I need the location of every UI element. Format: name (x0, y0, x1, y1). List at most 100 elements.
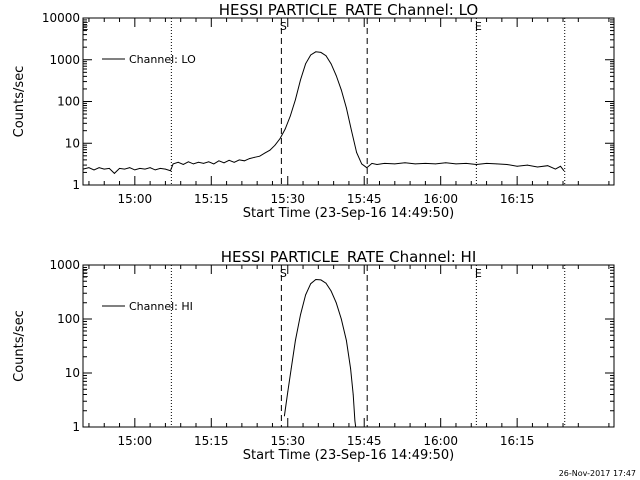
data-point (310, 283, 312, 285)
y-tick-label: 1 (72, 178, 80, 192)
data-point (295, 99, 296, 101)
data-point (295, 340, 296, 341)
data-point (300, 314, 301, 316)
x-tick-label: 15:30 (270, 434, 305, 448)
data-point (310, 54, 312, 56)
y-tick-label: 1000 (49, 53, 80, 67)
data-point (283, 415, 285, 417)
x-tick-label: 16:00 (423, 434, 458, 448)
data-point (159, 167, 161, 169)
data-point (139, 167, 141, 169)
data-point (187, 161, 189, 163)
data-point (134, 169, 136, 171)
x-tick-label: 15:15 (194, 434, 229, 448)
data-point (554, 168, 556, 170)
data-point (223, 162, 225, 164)
data-point (340, 318, 342, 320)
y-tick-label: 10000 (42, 11, 80, 25)
data-point (274, 144, 276, 146)
y-tick-label: 10 (65, 136, 80, 150)
data-point (355, 426, 357, 428)
data-point (264, 152, 266, 154)
data-point (98, 167, 100, 169)
data-point (354, 420, 356, 422)
data-point (144, 168, 146, 170)
data-point (414, 163, 416, 165)
data-point (465, 162, 467, 164)
data-point (103, 168, 105, 170)
data-point (345, 107, 347, 109)
x-tick-label: 16:15 (500, 192, 535, 206)
x-tick-label: 16:15 (500, 434, 535, 448)
data-point (330, 290, 332, 292)
x-tick-label: 15:00 (118, 192, 153, 206)
data-point (124, 168, 126, 170)
data-point (228, 159, 230, 161)
chart-panel-1: HESSI PARTICLE_RATE Channel: LO 1 10 100 100… (12, 1, 615, 221)
data-point (455, 163, 457, 165)
event-marker-label: S (280, 267, 287, 280)
data-point (238, 159, 240, 161)
data-point (88, 167, 90, 169)
x-tick-label: 15:45 (347, 434, 382, 448)
data-point (560, 165, 561, 167)
data-point (315, 279, 317, 280)
x-axis-label: Start Time (23-Sep-16 14:49:50) (243, 206, 454, 221)
data-point (149, 167, 151, 169)
data-point (305, 63, 306, 65)
data-point (154, 169, 156, 171)
data-point (340, 89, 342, 91)
data-point (371, 162, 373, 164)
data-point (486, 162, 487, 164)
plot-frame (82, 264, 615, 428)
y-tick-label: 100 (57, 312, 80, 326)
data-point (526, 164, 528, 166)
data-point (170, 170, 171, 172)
x-tick-label: 15:30 (270, 192, 305, 206)
generation-timestamp: 26-Nov-2017 17:47 (558, 469, 636, 478)
data-point (345, 340, 347, 341)
data-point (315, 51, 317, 53)
data-point (445, 162, 447, 164)
data-point (537, 166, 538, 168)
chart-title: HESSI PARTICLE_RATE Channel: HI (221, 248, 477, 267)
data-point (506, 164, 508, 165)
event-marker-label: E (82, 20, 89, 33)
data-point (289, 115, 291, 117)
data-point (563, 170, 565, 172)
data-point (244, 160, 245, 162)
data-point (279, 138, 281, 139)
event-marker-label: E (475, 267, 482, 280)
y-axis-label: Counts/sec (12, 66, 27, 138)
data-point (218, 160, 220, 162)
data-point (287, 391, 289, 393)
event-marker-label: E (82, 267, 89, 280)
data-point (330, 63, 332, 65)
data-point (203, 162, 205, 164)
event-marker-label: S (280, 20, 287, 33)
data-point (350, 368, 352, 370)
data-point (384, 162, 386, 164)
data-point (352, 394, 354, 395)
data-point (269, 149, 271, 151)
x-tick-label: 16:00 (423, 192, 458, 206)
data-point (290, 368, 292, 370)
data-point (394, 163, 396, 165)
y-tick-label: 1000 (49, 258, 80, 272)
data-point (193, 163, 194, 165)
data-point (172, 163, 174, 165)
legend-entry: Channel: HI (129, 300, 193, 313)
y-tick-label: 1 (72, 420, 80, 434)
chart-title: HESSI PARTICLE_RATE Channel: LO (219, 1, 478, 20)
data-point (82, 168, 84, 170)
data-point (233, 161, 235, 163)
data-point (305, 294, 306, 296)
data-point (259, 155, 261, 157)
data-point (320, 51, 322, 53)
data-point (208, 161, 210, 163)
data-point (335, 75, 337, 76)
data-point (335, 302, 337, 304)
data-point (376, 164, 378, 165)
